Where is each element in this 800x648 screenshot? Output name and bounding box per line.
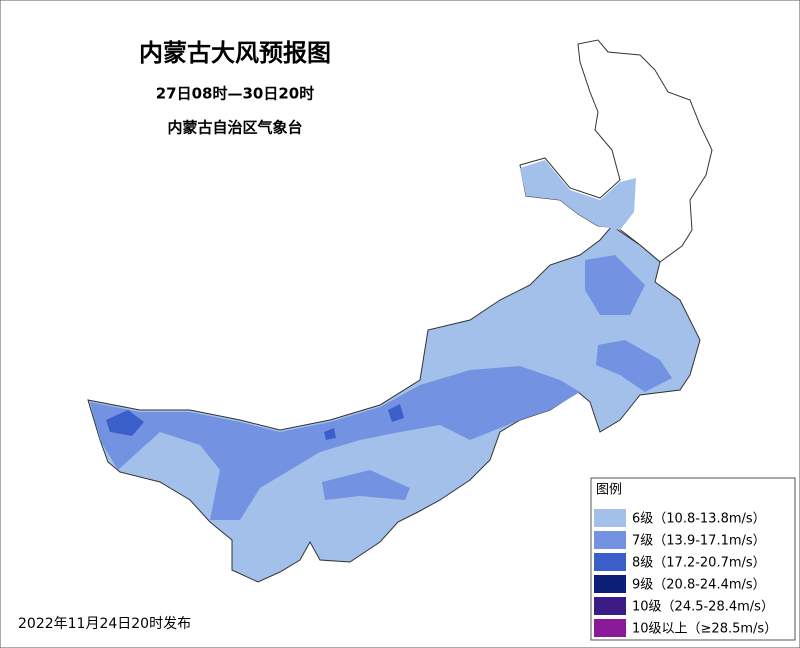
- region-8: [324, 428, 336, 440]
- period: 27日08时—30日20时: [156, 85, 315, 103]
- legend-label: 10级（24.5-28.4m/s）: [632, 600, 774, 615]
- legend-label: 10级以上（≥28.5m/s）: [632, 622, 777, 637]
- region-8: [388, 404, 404, 422]
- region-7: [596, 340, 672, 392]
- legend-title: 图例: [596, 483, 622, 498]
- region-7: [585, 255, 645, 315]
- legend-swatch: [594, 575, 626, 593]
- legend-swatch: [594, 553, 626, 571]
- legend-swatch: [594, 597, 626, 615]
- region-7: [90, 366, 580, 520]
- legend-label: 8级（17.2-20.7m/s）: [632, 556, 766, 571]
- issuer: 内蒙古自治区气象台: [167, 119, 302, 137]
- legend-items: 6级（10.8-13.8m/s） 7级（13.9-17.1m/s） 8级（17.2-…: [594, 509, 777, 637]
- legend-label: 7级（13.9-17.1m/s）: [632, 534, 766, 549]
- legend-swatch: [594, 509, 626, 527]
- region-7: [322, 470, 410, 500]
- legend-label: 9级（20.8-24.4m/s）: [632, 578, 766, 593]
- legend-label: 6级（10.8-13.8m/s）: [632, 512, 766, 527]
- issued-date: 2022年11月24日20时发布: [18, 616, 191, 632]
- region-6: [520, 160, 636, 230]
- title: 内蒙古大风预报图: [139, 39, 331, 67]
- region-8: [106, 410, 144, 436]
- legend-swatch: [594, 619, 626, 637]
- legend-swatch: [594, 531, 626, 549]
